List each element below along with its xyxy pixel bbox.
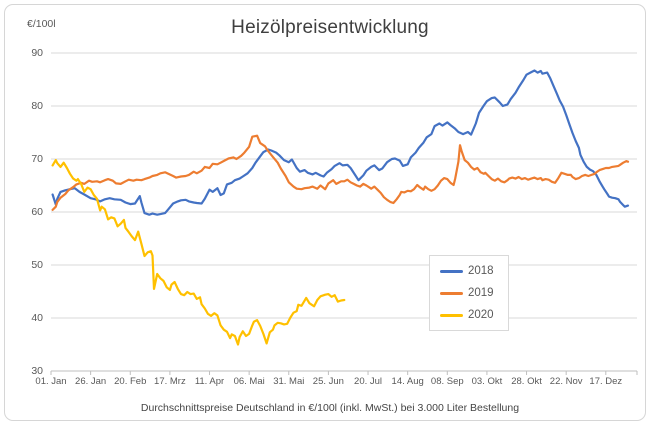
chart-title: Heizölpreisentwicklung [231,17,429,38]
legend-swatch-2018 [440,269,463,273]
y-axis-tick-label: 60 [31,206,43,218]
legend-swatch-2020 [440,313,463,317]
x-axis-tick-label: 17. Dez [589,376,623,387]
legend-item-2018: 2018 [440,265,508,277]
x-axis-tick-label: 22. Nov [549,376,583,387]
series-line-2018 [51,69,630,216]
x-axis-tick-label: 31. Mai [273,376,305,387]
y-axis-tick-label: 40 [31,312,43,324]
x-axis-tick-label: 20. Jul [354,376,383,387]
y-axis-tick-label: 80 [31,100,43,112]
y-axis-unit-label: €/100l [27,18,56,30]
legend: 2018 2019 2020 [429,255,509,331]
y-axis-tick-label: 70 [31,153,43,165]
legend-item-2020: 2020 [440,309,508,321]
x-axis-tick-label: 26. Jan [75,376,107,387]
series-line-2019 [51,134,630,211]
x-axis-tick-label: 01. Jan [35,376,67,387]
x-axis-tick-label: 11. Apr [194,376,225,387]
x-axis-tick-label: 14. Aug [391,376,424,387]
y-axis-tick-label: 30 [31,365,43,377]
plot-area [50,52,638,375]
x-axis-tick-label: 25. Jun [312,376,344,387]
x-axis-tick-label: 03. Okt [471,376,503,387]
y-axis-tick-label: 50 [31,259,43,271]
x-axis-tick-label: 28. Okt [511,376,542,387]
legend-item-2019: 2019 [440,287,508,299]
legend-label-2018: 2018 [468,265,494,277]
footer-caption: Durchschnittspreise Deutschland in €/100… [140,402,520,414]
legend-swatch-2019 [440,291,463,295]
legend-label-2019: 2019 [468,287,494,299]
y-axis-tick-label: 90 [31,47,43,59]
x-axis-tick-label: 17. Mrz [154,376,186,387]
legend-label-2020: 2020 [468,309,494,321]
x-axis-tick-label: 06. Mai [233,376,265,387]
chart-card: €/100l Heizölpreisentwicklung 90 80 70 60 50… [4,4,646,421]
x-axis-tick-label: 20. Feb [114,376,147,387]
x-axis-tick-label: 08. Sep [430,376,464,387]
series-line-2020 [51,159,346,346]
